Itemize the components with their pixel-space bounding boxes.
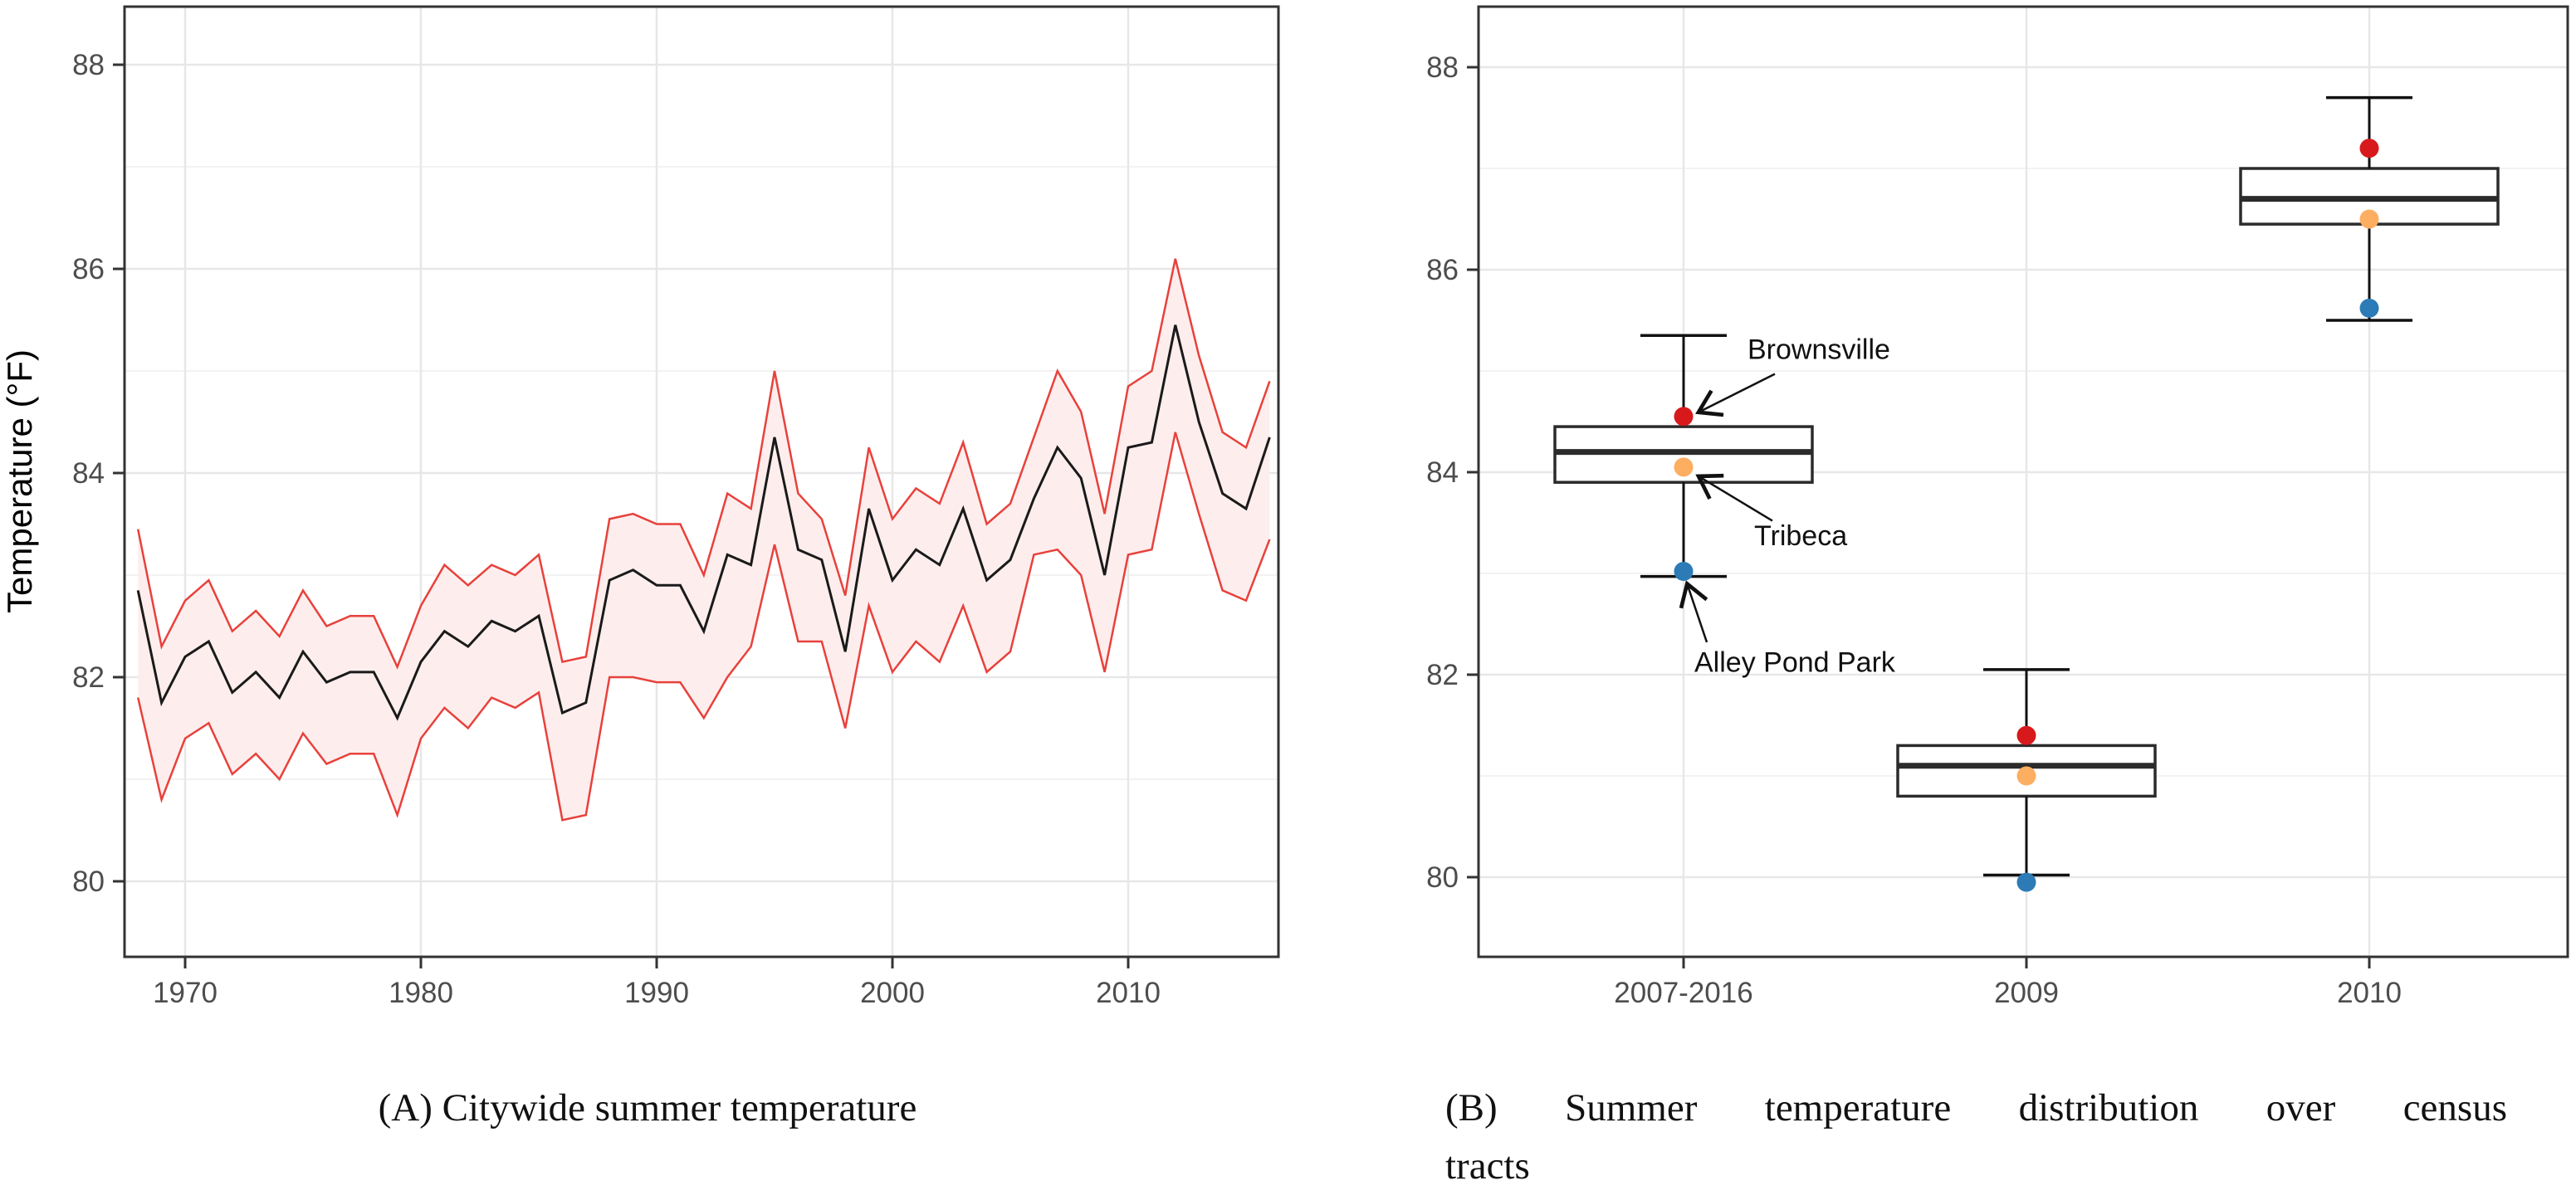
confidence-band-lower-line: [136, 432, 1271, 822]
x-axis-tick-label: 2010: [1096, 977, 1161, 1009]
annotation-arrow: [1679, 580, 1708, 643]
summer-temperature-boxplot-chart: 80 82 84 86 88 2007-2016 2009 2010 Brownsville Tr…: [1426, 5, 2569, 1009]
panel-border: [123, 5, 1280, 958]
dot-tribeca: [2359, 209, 2379, 229]
annotation-label: Tribeca: [1754, 520, 1847, 552]
caption-b-line2: tracts: [1445, 1144, 1530, 1188]
x-axis-tick-label: 2009: [1994, 977, 2059, 1009]
x-axis-tick-label: 1990: [624, 977, 689, 1009]
x-axis-tick-label: 1970: [153, 977, 218, 1009]
caption-b-line1: (B) Summer temperature distribution over…: [1445, 1086, 2507, 1129]
annotation-alley-pond-park: Alley Pond Park: [1679, 580, 1896, 678]
y-axis-tick-label: 82: [72, 661, 105, 694]
panel-b-census-tract-boxplot: 80 82 84 86 88 2007-2016 2009 2010 Brownsville Tr…: [1411, 0, 2576, 1041]
dot-brownsville: [1674, 407, 1694, 427]
dot-brownsville: [2359, 139, 2379, 159]
panel-border: [1477, 5, 2569, 958]
mean-temperature-line: [136, 324, 1271, 721]
dot-alley-pond-park: [1674, 562, 1694, 582]
caption-panel-b: (B) Summer temperature distribution over…: [1445, 1079, 2507, 1195]
y-axis-tick-label: 86: [1426, 254, 1459, 286]
y-axis-tick-label: 82: [1426, 659, 1459, 691]
caption-a-text: (A) Citywide summer temperature: [378, 1086, 917, 1129]
annotation-brownsville: Brownsville: [1695, 334, 1890, 417]
annotation-label: Alley Pond Park: [1694, 646, 1896, 678]
caption-panel-a: (A) Citywide summer temperature: [66, 1079, 1229, 1137]
y-axis-tick-label: 84: [1426, 456, 1459, 489]
annotation-tribeca: Tribeca: [1695, 473, 1847, 552]
annotation-arrow: [1695, 373, 1776, 417]
plot-area-background: [125, 7, 1278, 957]
y-axis-tick-label: 80: [72, 866, 105, 898]
boxplot-2007-2016: [1553, 334, 1814, 578]
y-axis-tick-label: 80: [1426, 861, 1459, 894]
dot-tribeca: [2016, 766, 2036, 786]
confidence-band-upper-line: [136, 258, 1271, 670]
dot-alley-pond-park: [2016, 872, 2036, 892]
y-axis-tick-label: 88: [1426, 51, 1459, 84]
y-axis-tick-label: 86: [72, 253, 105, 285]
confidence-band-fill: [138, 258, 1270, 821]
panel-a-citywide-temperature-chart: 80 82 84 86 88 1970 1980 1990 2000 2010 Temperatur…: [0, 0, 1411, 1041]
x-axis-tick-label: 2007-2016: [1614, 977, 1752, 1009]
dot-tribeca: [1674, 457, 1694, 477]
y-axis-tick-label: 88: [72, 49, 105, 81]
y-axis-tick-label: 84: [72, 457, 105, 490]
dot-alley-pond-park: [2359, 298, 2379, 318]
annotation-label: Brownsville: [1747, 334, 1890, 365]
x-axis-tick-label: 2000: [860, 977, 925, 1009]
x-axis-tick-label: 2010: [2337, 977, 2402, 1009]
annotation-arrow: [1695, 473, 1773, 522]
y-axis-title: Temperature (°F): [0, 349, 39, 613]
dot-brownsville: [2016, 725, 2036, 745]
citywide-summer-temperature-line-chart: 80 82 84 86 88 1970 1980 1990 2000 2010 Temperatur…: [0, 5, 1280, 1009]
x-axis-tick-label: 1980: [389, 977, 453, 1009]
